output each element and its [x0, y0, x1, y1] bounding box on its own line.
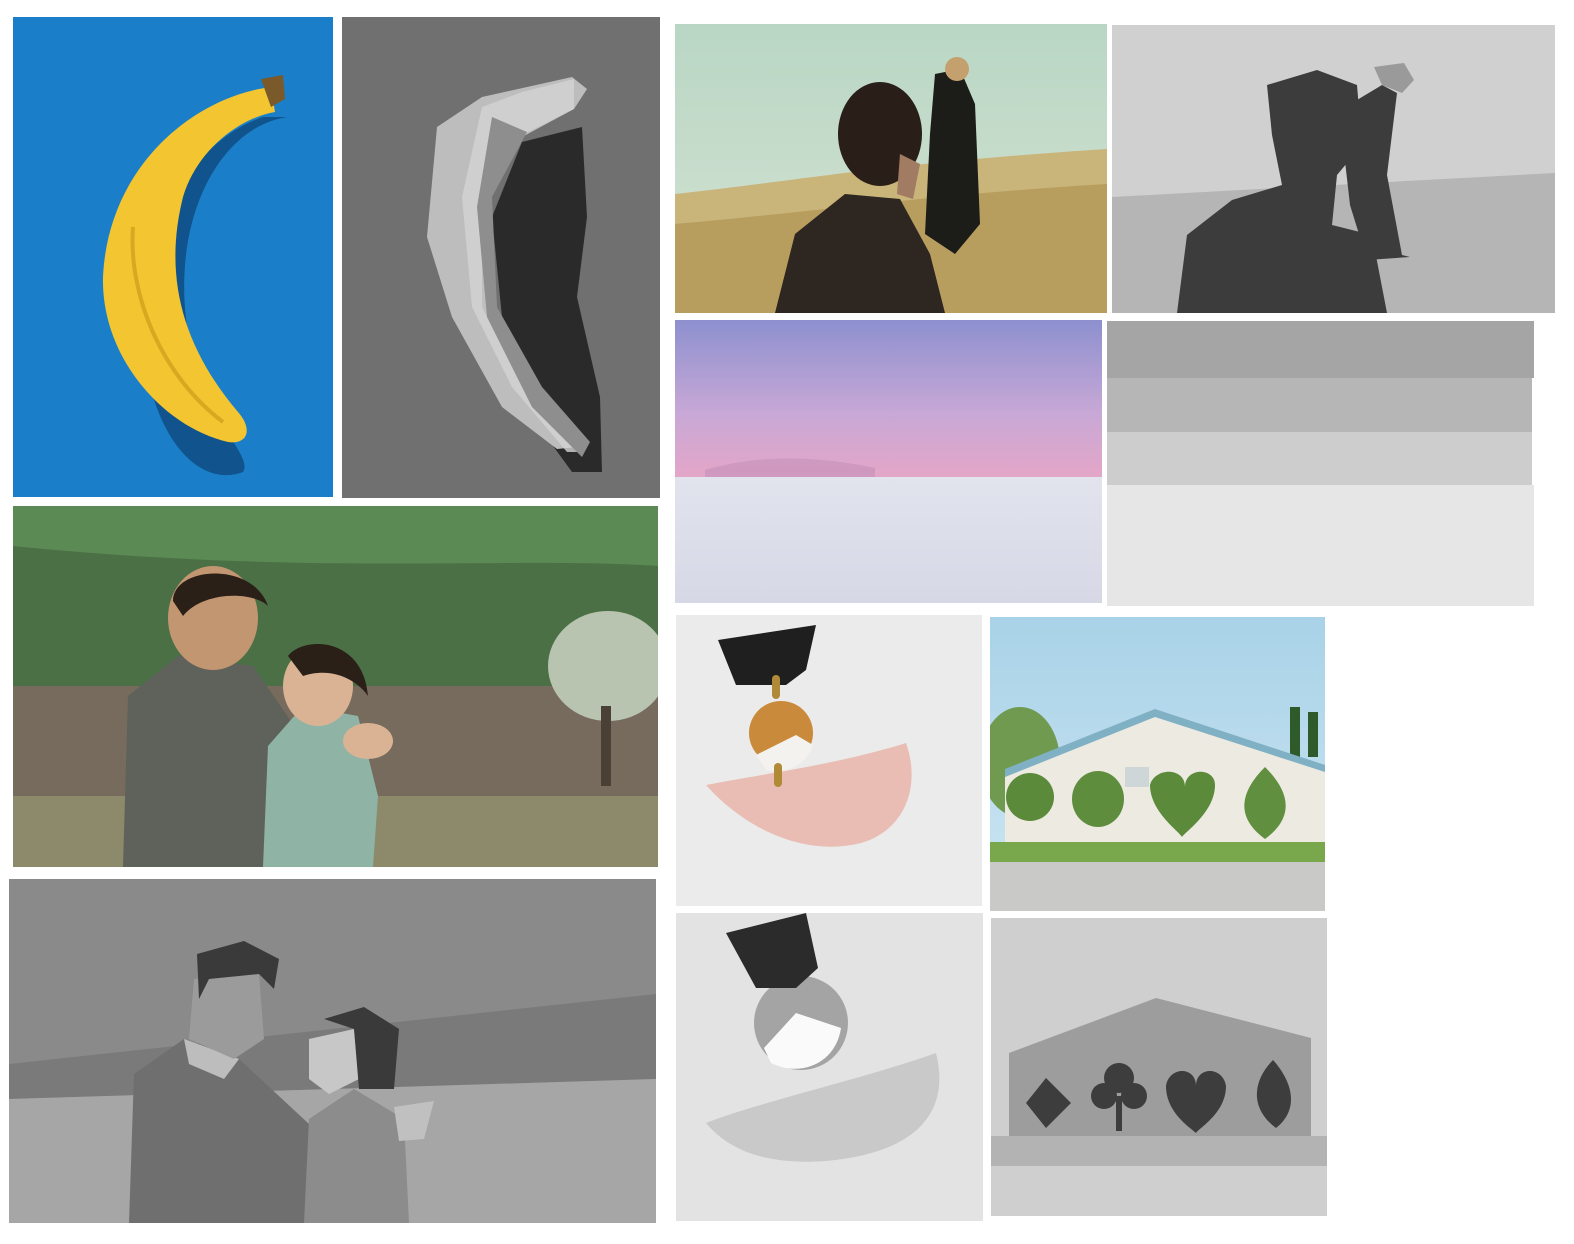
- field-people-segmentation: [1112, 25, 1555, 313]
- house-segmentation: [991, 918, 1327, 1216]
- earring-photo: [676, 615, 982, 906]
- horizon-photo: [675, 320, 1102, 603]
- couple-photo: [13, 506, 658, 867]
- banana-segmentation: [342, 17, 660, 498]
- banana-photo: [13, 17, 333, 497]
- house-photo: [990, 617, 1325, 911]
- field-people-photo: [675, 24, 1107, 313]
- horizon-segmentation: [1107, 321, 1534, 606]
- earring-segmentation: [676, 913, 983, 1221]
- couple-segmentation: [9, 879, 656, 1223]
